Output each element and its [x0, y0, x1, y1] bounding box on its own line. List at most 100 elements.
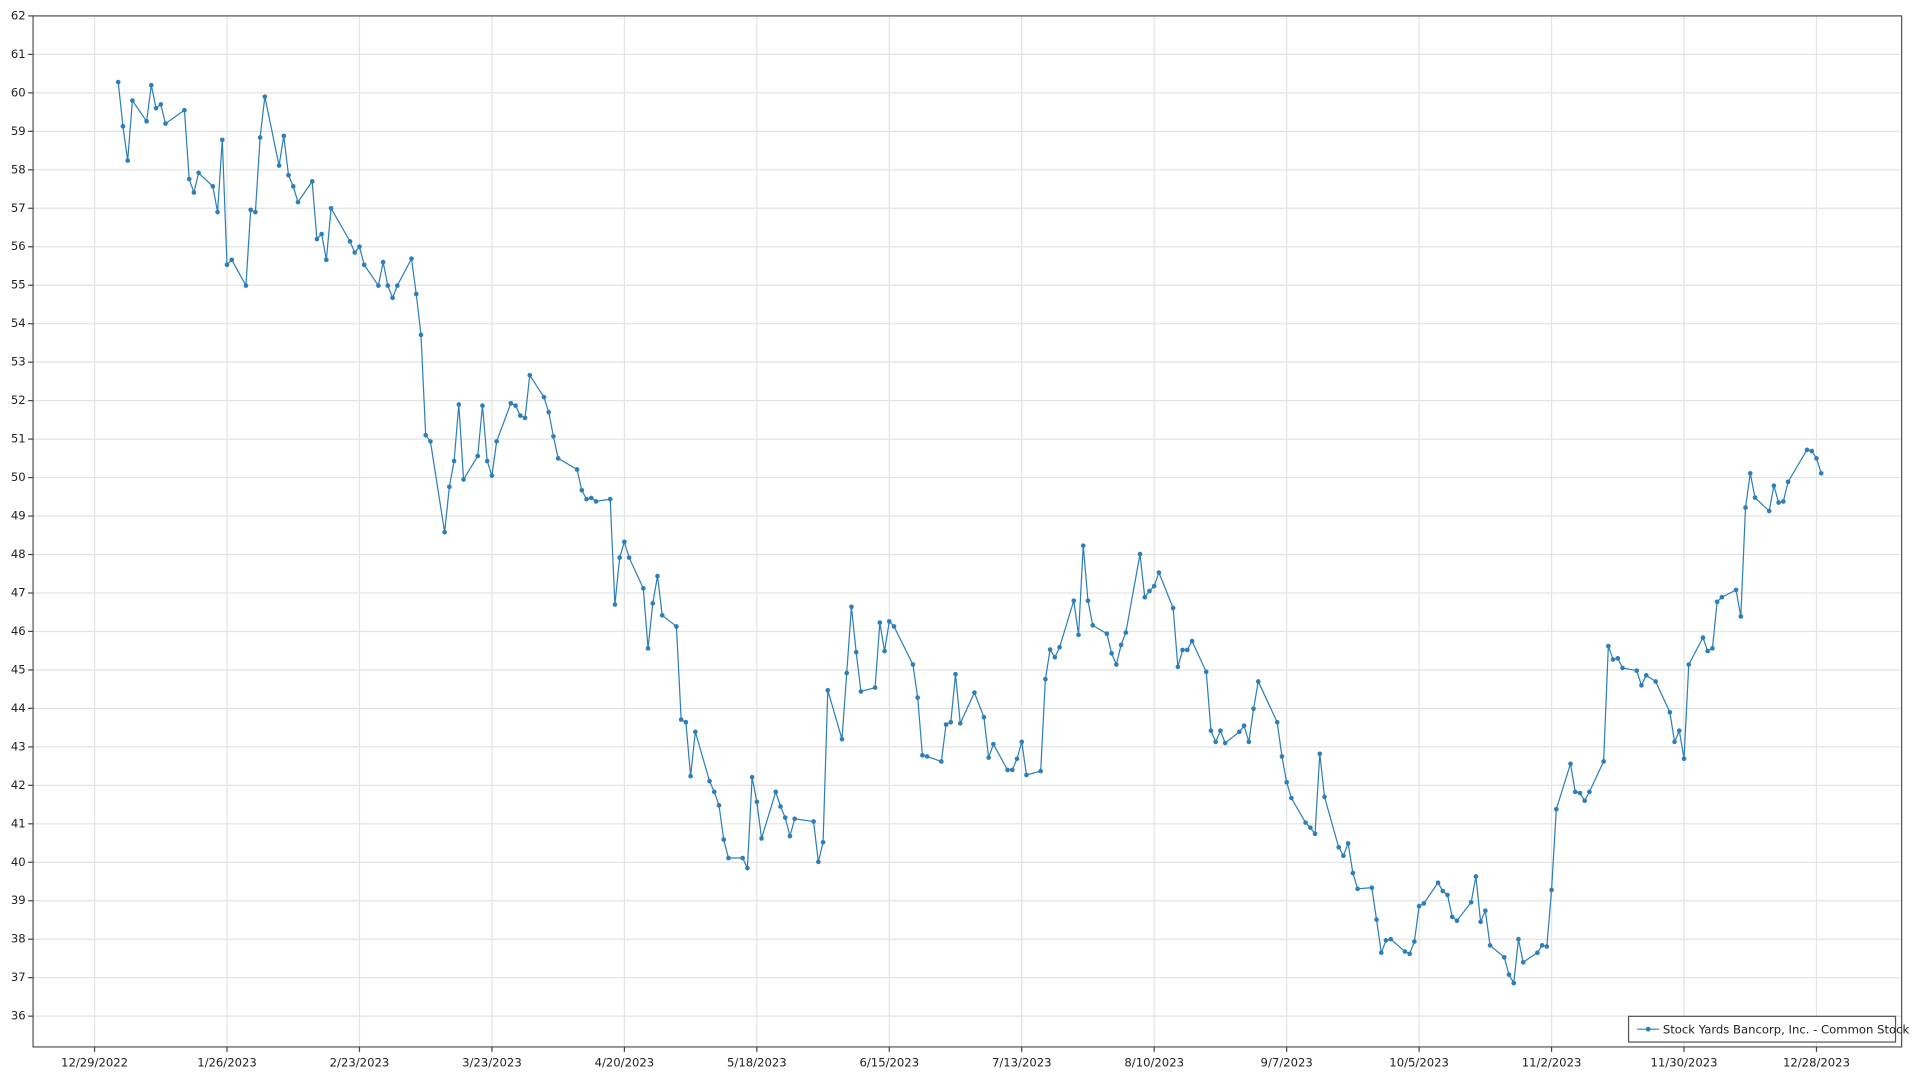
data-point	[749, 774, 755, 780]
data-point	[678, 717, 684, 722]
data-point	[853, 649, 859, 655]
data-point	[319, 231, 324, 237]
data-point	[1653, 679, 1658, 684]
data-point	[655, 573, 660, 579]
data-point	[1747, 471, 1753, 476]
data-point	[1620, 665, 1625, 671]
data-point	[844, 670, 850, 676]
data-point	[1355, 886, 1360, 892]
data-point	[1047, 647, 1053, 652]
data-point	[1118, 642, 1124, 648]
data-point	[778, 804, 783, 809]
data-point	[1501, 954, 1507, 960]
x-tick-label: 8/10/2023	[1124, 1055, 1184, 1069]
grid	[33, 15, 1902, 1047]
data-point	[394, 283, 400, 288]
data-point	[1535, 950, 1540, 956]
data-point	[981, 714, 987, 720]
legend: Stock Yards Bancorp, Inc. - Common Stock	[1627, 1015, 1910, 1043]
data-point	[957, 721, 963, 726]
data-point	[1634, 668, 1640, 674]
data-point	[1090, 622, 1096, 628]
y-tick-label: 49	[11, 509, 26, 523]
data-point	[991, 741, 996, 747]
data-point	[773, 789, 779, 795]
data-point	[1766, 508, 1772, 514]
y-tick-label: 41	[11, 816, 26, 830]
data-point	[1577, 790, 1583, 796]
data-point	[385, 283, 391, 288]
data-point	[1147, 588, 1152, 594]
data-point	[1142, 594, 1148, 600]
data-point	[1473, 874, 1479, 879]
data-point	[1667, 709, 1673, 715]
data-point	[357, 244, 362, 250]
data-point	[1237, 729, 1242, 735]
data-point	[640, 586, 646, 591]
data-point	[915, 695, 921, 700]
data-point	[593, 499, 599, 504]
data-point	[489, 473, 495, 478]
data-point	[1317, 751, 1323, 757]
data-point	[811, 819, 816, 824]
y-tick-label: 56	[11, 239, 26, 253]
data-point	[1643, 672, 1649, 678]
data-point	[447, 484, 452, 490]
data-point	[1312, 831, 1318, 837]
data-point	[1279, 754, 1285, 759]
data-point	[1274, 719, 1280, 725]
y-tick-label: 54	[11, 316, 26, 330]
data-point	[1686, 662, 1692, 667]
data-point	[163, 121, 168, 126]
x-tick-label: 4/20/2023	[595, 1055, 655, 1069]
data-point	[546, 409, 552, 415]
y-tick-label: 51	[11, 432, 26, 446]
data-point	[1374, 917, 1379, 922]
data-point	[1350, 870, 1356, 876]
data-point	[1038, 768, 1043, 774]
data-point	[361, 262, 367, 268]
data-point	[551, 434, 556, 439]
data-point	[1587, 789, 1592, 795]
data-point	[1710, 646, 1715, 651]
data-point	[745, 865, 750, 871]
data-point	[1052, 654, 1058, 660]
data-point	[792, 816, 798, 822]
x-tick-label: 11/30/2023	[1651, 1055, 1718, 1069]
data-point	[480, 403, 485, 408]
y-tick-label: 38	[11, 932, 26, 946]
data-point	[1114, 662, 1119, 667]
data-point	[943, 722, 949, 727]
data-point	[229, 257, 235, 263]
data-point	[1170, 605, 1176, 611]
y-tick-label: 52	[11, 393, 26, 407]
data-point	[120, 124, 126, 129]
data-point	[475, 453, 481, 459]
data-point	[1511, 980, 1517, 986]
x-tick-label: 1/26/2023	[197, 1055, 257, 1069]
y-tick-label: 53	[11, 355, 26, 369]
data-point	[1454, 918, 1460, 924]
data-point	[290, 184, 296, 189]
data-point	[1738, 614, 1744, 619]
y-tick-label: 59	[11, 124, 26, 138]
data-point	[683, 719, 689, 725]
data-point	[877, 620, 883, 625]
x-tick-label: 9/7/2023	[1261, 1055, 1313, 1069]
data-point	[1341, 853, 1346, 859]
data-point	[1743, 505, 1748, 510]
y-tick-label: 42	[11, 778, 26, 792]
data-point	[1776, 500, 1781, 505]
data-point	[1553, 806, 1559, 812]
data-point	[219, 137, 225, 143]
data-point	[413, 291, 419, 297]
x-tick-label: 6/15/2023	[859, 1055, 919, 1069]
data-point	[626, 555, 632, 560]
series-line	[117, 82, 1822, 986]
data-point	[820, 839, 826, 845]
data-point	[484, 458, 490, 464]
y-tick-label: 47	[11, 585, 26, 599]
y-tick-label: 45	[11, 662, 26, 676]
data-point	[1814, 456, 1819, 461]
y-tick-label: 50	[11, 470, 26, 484]
